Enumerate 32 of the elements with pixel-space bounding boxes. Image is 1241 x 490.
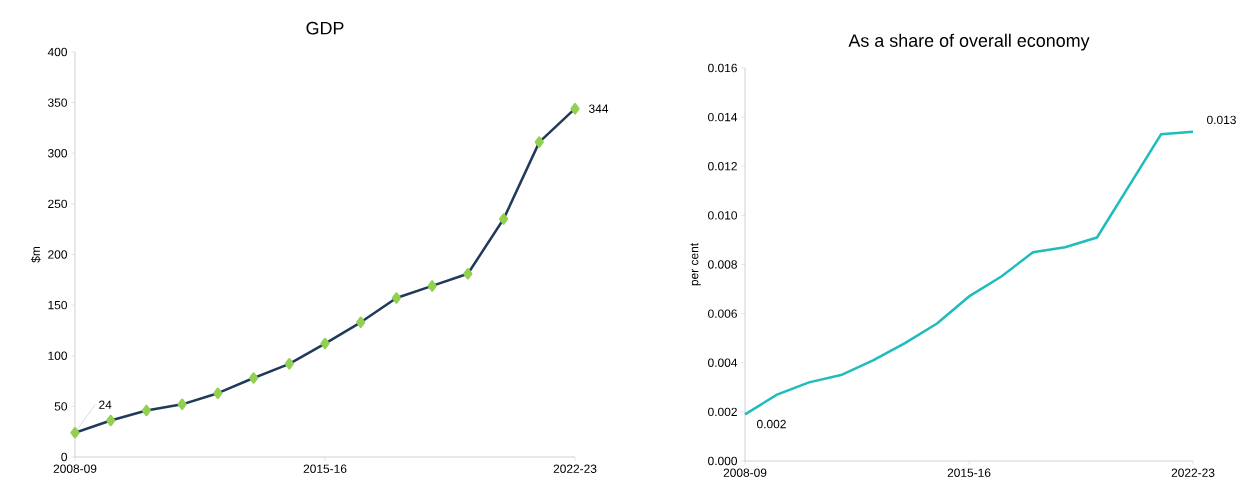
x-tick-label: 2015-16	[303, 464, 347, 473]
y-tick-label: 0.006	[708, 309, 737, 318]
y-tick-label: 0.010	[708, 211, 738, 220]
y-tick-label: 0.002	[708, 407, 737, 417]
chart-title: GDP	[306, 21, 344, 35]
y-tick-label: 0.000	[708, 456, 738, 466]
y-tick-label: 0.014	[708, 112, 738, 122]
chart-title: As a share of overall economy	[848, 33, 1090, 51]
y-axis-title: per cent	[690, 243, 701, 286]
y-tick-label: 0.012	[708, 162, 737, 171]
x-tick-label: 2008-09	[723, 468, 767, 477]
y-tick-label: 250	[48, 199, 68, 209]
y-tick-label: 0.004	[708, 358, 738, 367]
y-tick-label: 400	[47, 47, 68, 57]
annotation: 0.013	[1207, 115, 1236, 125]
x-tick-label: 2008-09	[53, 464, 97, 473]
x-tick-label: 2022-23	[553, 464, 597, 473]
annotation: 0.002	[757, 419, 786, 429]
y-tick-label: 0.016	[708, 63, 737, 73]
x-tick-label: 2015-16	[947, 468, 991, 477]
y-tick-label: 100	[48, 351, 68, 360]
y-tick-label: 0.008	[708, 260, 737, 269]
y-tick-label: 150	[48, 300, 68, 310]
y-tick-label: 0	[61, 452, 68, 462]
annotation: 24	[99, 400, 112, 409]
y-axis-title: $m	[31, 246, 41, 263]
annotation: 344	[588, 104, 609, 113]
y-tick-label: 350	[47, 98, 68, 107]
x-tick-label: 2022-23	[1171, 468, 1215, 477]
y-tick-label: 50	[54, 402, 68, 411]
y-tick-label: 200	[48, 250, 68, 259]
y-tick-label: 300	[47, 149, 68, 158]
